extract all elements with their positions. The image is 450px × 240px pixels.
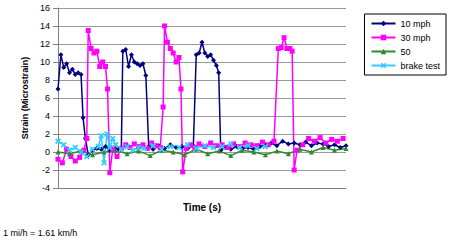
svg-text:10: 10 [40, 57, 50, 67]
svg-text:1 mi/h = 1.61 km/h: 1 mi/h = 1.61 km/h [3, 228, 77, 238]
svg-text:brake test: brake test [400, 61, 440, 71]
svg-text:6: 6 [45, 93, 50, 103]
svg-text:14: 14 [40, 21, 50, 31]
svg-text:30 mph: 30 mph [400, 33, 430, 43]
svg-text:10 mph: 10 mph [400, 19, 430, 29]
svg-text:4: 4 [45, 111, 50, 121]
svg-text:12: 12 [40, 39, 50, 49]
svg-text:Strain (Microstrain): Strain (Microstrain) [20, 57, 30, 140]
svg-text:-2: -2 [42, 165, 50, 175]
svg-text:16: 16 [40, 3, 50, 13]
svg-text:-4: -4 [42, 183, 50, 193]
svg-text:50: 50 [400, 47, 410, 57]
svg-text:8: 8 [45, 75, 50, 85]
svg-text:0: 0 [45, 147, 50, 157]
svg-text:Time (s): Time (s) [183, 202, 221, 213]
svg-text:2: 2 [45, 129, 50, 139]
